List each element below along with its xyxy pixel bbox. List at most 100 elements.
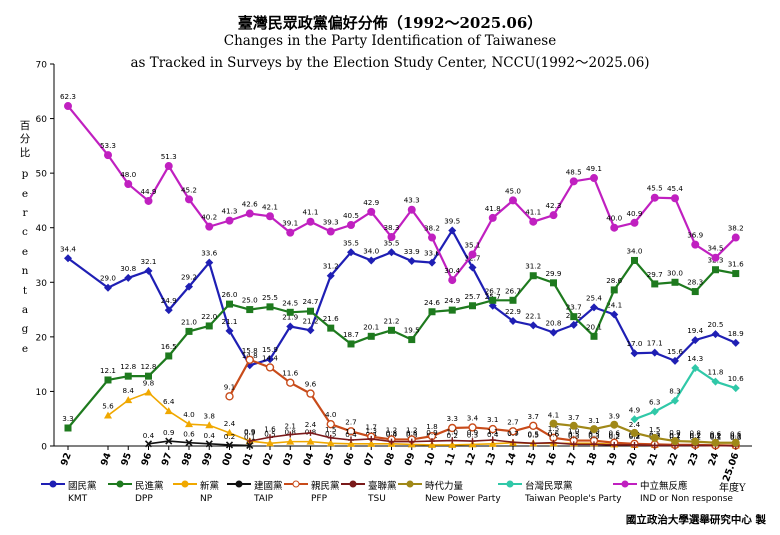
- data-point-taip: [144, 440, 153, 448]
- data-label-np: 4.0: [183, 410, 195, 419]
- data-point-dpp: [469, 302, 476, 310]
- data-point-np: [428, 440, 436, 448]
- data-point-kmt: [407, 257, 416, 266]
- data-label-pfp: 2.7: [345, 417, 356, 426]
- legend-label-en: New Power Party: [425, 494, 501, 504]
- x-tick-label: 00: [220, 451, 235, 468]
- data-label-dpp: 28.6: [606, 276, 622, 285]
- data-point-pfp: [225, 392, 234, 401]
- data-point-ind: [185, 195, 193, 204]
- data-point-tpp: [691, 363, 700, 372]
- data-point-kmt: [185, 282, 193, 291]
- data-point-pfp: [306, 389, 315, 398]
- data-label-tpp: 10.6: [728, 374, 744, 383]
- x-tick-label: 94: [99, 451, 114, 468]
- data-point-kmt: [164, 306, 173, 315]
- data-label-dpp: 3.3: [62, 414, 73, 423]
- data-point-npp: [731, 438, 740, 447]
- data-label-dpp: 29.7: [647, 270, 663, 279]
- legend-swatch-marker: [406, 480, 414, 488]
- y-axis-label: 百 分 比 p e r c e n t a g e: [18, 120, 32, 356]
- data-point-kmt: [448, 226, 457, 235]
- data-point-tsu: [631, 441, 638, 448]
- data-point-kmt: [225, 326, 234, 335]
- data-label-dpp: 20.1: [586, 322, 602, 331]
- y-axis-label-cn-1: 百: [19, 120, 31, 132]
- data-label-tsu: 1.1: [487, 427, 498, 436]
- y-tick-label: 10: [36, 388, 48, 398]
- data-point-np: [104, 411, 112, 419]
- data-point-ind: [164, 162, 173, 171]
- data-point-dpp: [347, 340, 355, 348]
- y-axis-label-en-9: g: [21, 323, 29, 336]
- legend-label-en: TSU: [368, 494, 386, 504]
- data-label-dpp: 24.6: [424, 298, 440, 307]
- data-label-ind: 48.0: [120, 170, 136, 179]
- legend-label-cn: 親民黨: [311, 481, 340, 492]
- data-label-tsu: 0.9: [467, 428, 479, 437]
- data-label-tsu: 0.1: [710, 432, 721, 441]
- data-point-ind: [569, 177, 578, 186]
- data-label-kmt: 15.6: [667, 347, 683, 356]
- data-label-tpp: 11.8: [707, 368, 723, 377]
- data-point-tsu: [449, 437, 456, 444]
- data-point-tpp: [731, 384, 740, 393]
- data-label-ind: 53.3: [100, 141, 116, 150]
- data-label-np: 0.4: [386, 430, 398, 439]
- data-point-pfp: [326, 419, 335, 429]
- data-point-ind: [306, 217, 315, 226]
- data-label-np: 3.8: [204, 411, 216, 420]
- data-label-ind: 38.3: [383, 223, 399, 232]
- data-label-np: 0.5: [325, 429, 336, 438]
- data-point-dpp: [691, 288, 699, 296]
- data-label-pfp: 1.8: [426, 422, 438, 431]
- data-point-dpp: [246, 306, 254, 314]
- x-tick-label: 23: [686, 451, 701, 467]
- data-point-tpp: [650, 407, 659, 416]
- data-point-ind: [286, 228, 295, 237]
- y-tick-label: 40: [36, 224, 48, 234]
- data-point-ind: [711, 253, 720, 262]
- data-point-ind: [509, 196, 517, 205]
- x-tick-label: 01: [241, 451, 256, 467]
- data-label-kmt: 19.4: [687, 326, 703, 335]
- legend-label-en: IND or Non response: [640, 494, 733, 504]
- data-label-kmt: 17.1: [647, 339, 663, 348]
- data-label-dpp: 12.8: [120, 362, 136, 371]
- data-point-np: [367, 439, 376, 447]
- data-point-np: [124, 396, 133, 404]
- x-tick-label: 98: [180, 451, 195, 468]
- data-label-dpp: 21.6: [323, 314, 339, 323]
- data-label-kmt: 22.1: [525, 311, 541, 320]
- data-label-np: 0.5: [568, 429, 579, 438]
- data-label-dpp: 34.0: [626, 246, 642, 255]
- data-label-tsu: 1.0: [447, 428, 459, 437]
- legend-swatch-marker: [506, 480, 514, 488]
- data-point-tsu: [267, 434, 273, 441]
- x-tick-label: 97: [160, 451, 175, 467]
- data-point-pfp: [468, 423, 477, 432]
- legend-item-ind: 中立無反應 IND or Non response: [612, 478, 733, 504]
- data-label-tsu: 0.7: [507, 429, 518, 438]
- data-point-tsu: [429, 438, 435, 445]
- data-point-taip: [225, 441, 234, 449]
- data-point-ind: [448, 276, 457, 285]
- data-label-np: 0.2: [710, 431, 721, 440]
- x-tick-label: 08: [382, 451, 397, 468]
- data-label-dpp: 26.0: [221, 290, 237, 299]
- data-point-dpp: [104, 376, 112, 384]
- data-label-tpp: 8.3: [669, 387, 680, 396]
- data-label-np: 2.4: [224, 419, 236, 428]
- data-point-kmt: [104, 283, 112, 292]
- data-point-pfp: [529, 421, 538, 431]
- data-point-kmt: [286, 322, 295, 331]
- data-label-dpp: 19.5: [404, 326, 420, 335]
- data-point-kmt: [650, 348, 659, 357]
- x-tick-label: 12: [463, 451, 478, 467]
- x-tick-label: 92: [59, 451, 74, 467]
- data-label-ind: 30.4: [444, 266, 460, 275]
- data-label-kmt: 25.7: [485, 292, 501, 301]
- legend-item-tpp: 台灣民眾黨 Taiwan People's Party: [497, 478, 621, 504]
- data-label-kmt: 32.1: [140, 257, 156, 266]
- data-point-kmt: [529, 321, 538, 330]
